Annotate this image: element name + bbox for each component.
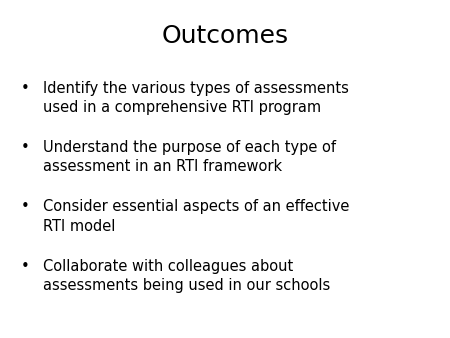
Text: Identify the various types of assessments
used in a comprehensive RTI program: Identify the various types of assessment… [43,81,349,115]
Text: •: • [20,259,29,273]
Text: Understand the purpose of each type of
assessment in an RTI framework: Understand the purpose of each type of a… [43,140,336,174]
Text: •: • [20,140,29,155]
Text: Collaborate with colleagues about
assessments being used in our schools: Collaborate with colleagues about assess… [43,259,330,293]
Text: •: • [20,199,29,214]
Text: Outcomes: Outcomes [162,24,288,48]
Text: •: • [20,81,29,96]
Text: Consider essential aspects of an effective
RTI model: Consider essential aspects of an effecti… [43,199,349,234]
